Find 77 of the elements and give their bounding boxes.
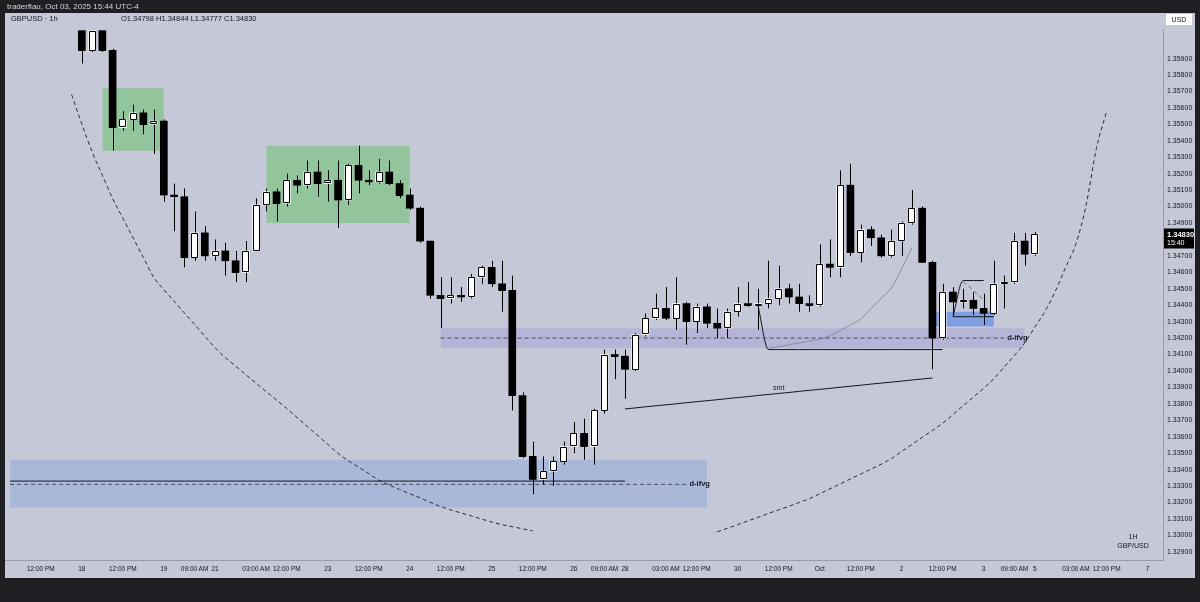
candlestick [990, 260, 998, 316]
candlestick [436, 276, 445, 329]
candlestick [887, 229, 896, 259]
candlestick [395, 179, 404, 199]
candlestick [580, 418, 588, 461]
candlestick [98, 30, 107, 53]
candlestick [744, 281, 752, 308]
candlestick [692, 303, 701, 334]
candlestick [867, 225, 875, 247]
candlestick [446, 276, 455, 305]
candlestick [539, 455, 547, 485]
candlestick [785, 283, 793, 305]
candlestick [713, 307, 722, 339]
line-series [71, 94, 534, 532]
line-series [767, 247, 913, 350]
candlestick [1000, 275, 1008, 309]
candlestick [754, 288, 763, 331]
candlestick [682, 301, 691, 346]
candlestick [262, 187, 271, 212]
candlestick [897, 220, 906, 257]
candlestick [282, 173, 291, 208]
line-series [624, 377, 933, 410]
candlestick [241, 240, 250, 283]
candlestick [385, 160, 394, 186]
candlestick [662, 286, 670, 321]
candlestick [477, 265, 486, 285]
candlestick [815, 243, 824, 308]
candlestick [621, 349, 629, 400]
candlestick [313, 160, 322, 198]
candlestick [170, 183, 178, 232]
candlestick [221, 242, 230, 277]
candlestick [149, 109, 158, 155]
candlestick [774, 265, 783, 306]
candlestick [211, 238, 219, 262]
candlestick [733, 286, 742, 318]
candlestick [569, 421, 578, 454]
candlestick [559, 441, 568, 466]
candlestick [323, 169, 332, 203]
candlestick [764, 260, 773, 309]
candlestick [651, 293, 660, 321]
candlestick [354, 145, 363, 194]
candlestick [405, 187, 414, 211]
candlestick [908, 189, 916, 226]
candlestick [959, 288, 967, 309]
candlestick [190, 210, 199, 262]
candlestick [487, 260, 496, 288]
candlestick [979, 293, 988, 326]
candlestick [949, 286, 957, 316]
candlestick [498, 260, 506, 313]
text: traderflau, Oct 03, 2025 15:44 UTC-4 [7, 1, 140, 12]
candlestick [88, 30, 96, 53]
candlestick [826, 238, 834, 278]
candlestick [672, 276, 681, 331]
candlestick [795, 283, 804, 313]
candlestick [856, 224, 865, 263]
candlestick [549, 455, 558, 487]
candlestick [303, 160, 312, 189]
candlestick [1020, 232, 1029, 267]
candlestick [139, 109, 148, 135]
candlestick [334, 160, 342, 229]
candlestick [528, 441, 537, 495]
candlestick [129, 104, 137, 132]
candlestick [231, 250, 240, 283]
candlestick [467, 273, 476, 300]
candlestick [1031, 231, 1039, 257]
candlestick [78, 30, 86, 65]
candlestick [610, 349, 619, 380]
candlestick [293, 174, 301, 194]
candlestick [375, 158, 383, 185]
candlestick [723, 307, 732, 339]
candlestick [703, 303, 711, 329]
line-series [716, 110, 1108, 533]
candlestick [969, 291, 978, 316]
candlestick [119, 110, 127, 132]
candlestick [641, 312, 650, 337]
candlestick [938, 283, 947, 341]
candlestick [272, 187, 281, 222]
